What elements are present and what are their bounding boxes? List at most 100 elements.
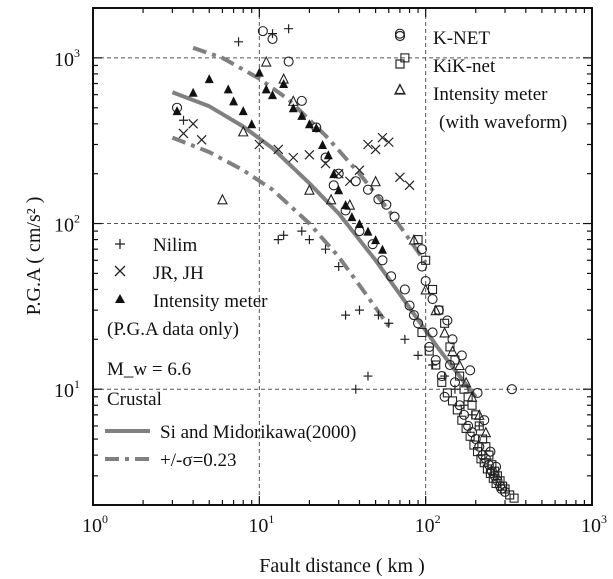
point-plus (284, 24, 294, 34)
point-triangle-filled (354, 219, 364, 229)
point-triangle-open (370, 175, 381, 187)
point-circle (381, 199, 392, 210)
x-axis-title: Fault distance ( km ) (259, 555, 425, 577)
point-x (304, 149, 315, 160)
point-circle (427, 294, 438, 305)
point-plus (341, 310, 351, 320)
point-plus (234, 37, 244, 47)
point-triangle-filled (172, 106, 182, 116)
point-circle (257, 26, 268, 37)
point-square (447, 396, 458, 406)
point-square (440, 318, 450, 328)
point-triangle-filled (297, 110, 307, 120)
point-triangle-filled (371, 235, 381, 245)
point-square (465, 431, 475, 441)
data-points (171, 24, 519, 503)
point-x (196, 134, 207, 145)
point-plus (297, 226, 307, 236)
point-plus (440, 371, 450, 381)
point-plus (321, 244, 331, 254)
point-square (400, 53, 410, 63)
legend-si-midorikawa-label: Si and Midorikawa(2000) (160, 422, 356, 443)
point-triangle-open (420, 283, 432, 295)
point-circle (386, 271, 397, 282)
point-circle (367, 239, 378, 250)
magnitude-annotation: M_w = 6.6 (107, 359, 191, 380)
legend-filled-triangle-icon (115, 294, 125, 303)
point-square (467, 400, 477, 410)
point-circle (416, 244, 428, 255)
point-triangle-open (260, 55, 272, 67)
point-square (437, 377, 447, 387)
point-triangle-filled (261, 84, 271, 94)
point-square (455, 371, 465, 381)
curve-sigma (171, 135, 391, 328)
point-circle (296, 95, 307, 106)
curves (171, 45, 478, 399)
point-x (363, 139, 373, 150)
point-x (273, 144, 284, 155)
point-triangle-filled (238, 106, 248, 116)
legend-plus-icon (115, 239, 125, 249)
point-triangle-open (304, 183, 315, 195)
legend-open-triangle-icon (393, 83, 407, 95)
point-circle (404, 300, 415, 311)
point-circle (472, 387, 483, 398)
point-x (404, 180, 415, 191)
legend-square-icon (395, 59, 405, 69)
point-circle (506, 384, 517, 395)
point-triangle-filled (268, 90, 278, 100)
legend-circle-icon (394, 30, 406, 42)
legend-jr-jh-label: JR, JH (153, 263, 204, 284)
legend-pga-data-only-label: (P.G.A data only) (107, 319, 239, 340)
x-tick-label: 101 (248, 512, 274, 537)
point-triangle-filled (223, 84, 233, 94)
point-triangle-open (430, 304, 442, 316)
legend-sigma-label: +/-σ=0.23 (160, 450, 237, 471)
point-triangle-filled (363, 226, 373, 236)
legend-knet-label: K-NET (433, 28, 490, 49)
point-plus (354, 305, 364, 315)
legend-kiknet-label: KiK-net (433, 56, 496, 77)
point-triangle-filled (318, 139, 328, 149)
point-triangle-open (217, 193, 228, 205)
point-triangle-open (447, 345, 458, 357)
point-triangle-filled (341, 200, 351, 210)
point-circle (350, 176, 361, 187)
point-circle (479, 415, 490, 426)
point-circle (444, 359, 456, 371)
point-triangle-filled (377, 244, 387, 254)
x-tick-label: 103 (581, 512, 607, 537)
point-circle (362, 184, 374, 195)
point-triangle-filled (279, 79, 289, 89)
point-plus (474, 421, 484, 431)
x-tick-label: 100 (82, 512, 108, 537)
point-triangle-open (480, 426, 492, 438)
point-square (485, 468, 495, 479)
point-square (452, 405, 462, 415)
point-circle (447, 334, 458, 345)
point-triangle-filled (229, 96, 239, 106)
point-plus (400, 334, 410, 344)
point-plus (363, 371, 373, 381)
point-square (442, 388, 452, 398)
point-plus (384, 318, 394, 328)
point-triangle-open (237, 125, 249, 137)
point-square (424, 346, 434, 356)
point-plus (413, 350, 423, 360)
legend-x-icon (114, 265, 126, 277)
point-triangle-filled (329, 169, 339, 179)
point-plus (459, 400, 469, 410)
point-circle (427, 327, 438, 338)
point-x (394, 172, 405, 183)
legend-left: Nilim JR, JH Intensity meter (P.G.A data… (105, 235, 356, 471)
crustal-annotation: Crustal (107, 389, 162, 410)
point-circle (328, 180, 339, 191)
point-plus (450, 384, 460, 394)
point-square (498, 481, 508, 491)
point-square (421, 255, 431, 265)
point-triangle-open (439, 326, 451, 338)
point-triangle-open (466, 391, 478, 402)
point-triangle-open (460, 376, 472, 388)
